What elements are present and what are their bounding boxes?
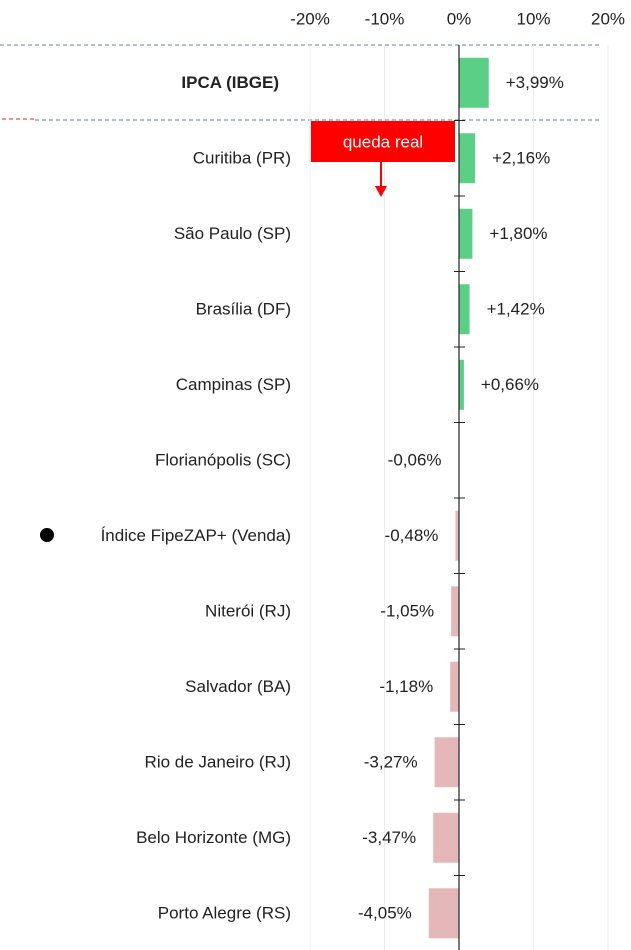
bar [434, 737, 459, 788]
bar [459, 133, 476, 184]
bar [459, 284, 470, 335]
annotation: queda real [343, 132, 423, 151]
x-tick-label: 10% [516, 9, 550, 28]
bar [455, 510, 459, 561]
x-tick-label: -20% [290, 9, 330, 28]
bar [450, 661, 459, 712]
value-label: +1,80% [489, 224, 547, 243]
bar [428, 888, 459, 939]
bar [459, 359, 464, 410]
value-label: -1,18% [379, 677, 433, 696]
value-label: -1,05% [380, 602, 434, 621]
category-label: Salvador (BA) [185, 677, 291, 696]
category-label: Rio de Janeiro (RJ) [145, 753, 291, 772]
value-label: -4,05% [358, 904, 412, 923]
bar [459, 57, 489, 108]
category-label: Belo Horizonte (MG) [136, 828, 291, 847]
value-label: +1,42% [487, 300, 545, 319]
annotation-arrowhead [375, 186, 387, 197]
bar [433, 812, 459, 863]
category-label: Curitiba (PR) [193, 149, 291, 168]
category-label: São Paulo (SP) [174, 224, 291, 243]
value-label: -3,27% [364, 753, 418, 772]
value-label: +3,99% [506, 73, 564, 92]
x-tick-label: 0% [447, 9, 472, 28]
value-label: -0,48% [385, 526, 439, 545]
category-label: Niterói (RJ) [205, 602, 291, 621]
bar [451, 586, 459, 637]
category-label: Brasília (DF) [196, 300, 291, 319]
x-tick-label: 20% [591, 9, 625, 28]
annotation-box [311, 121, 455, 162]
category-label: Florianópolis (SC) [155, 451, 291, 470]
bar [459, 208, 473, 259]
category-label: Porto Alegre (RS) [158, 904, 291, 923]
value-label: -3,47% [362, 828, 416, 847]
highlight-dot [40, 528, 54, 542]
category-label: Campinas (SP) [176, 375, 291, 394]
category-label: IPCA (IBGE) [181, 73, 279, 92]
category-label: Índice FipeZAP+ (Venda) [101, 526, 291, 545]
value-label: -0,06% [388, 451, 442, 470]
value-label: +2,16% [492, 149, 550, 168]
value-label: +0,66% [481, 375, 539, 394]
x-tick-label: -10% [365, 9, 405, 28]
